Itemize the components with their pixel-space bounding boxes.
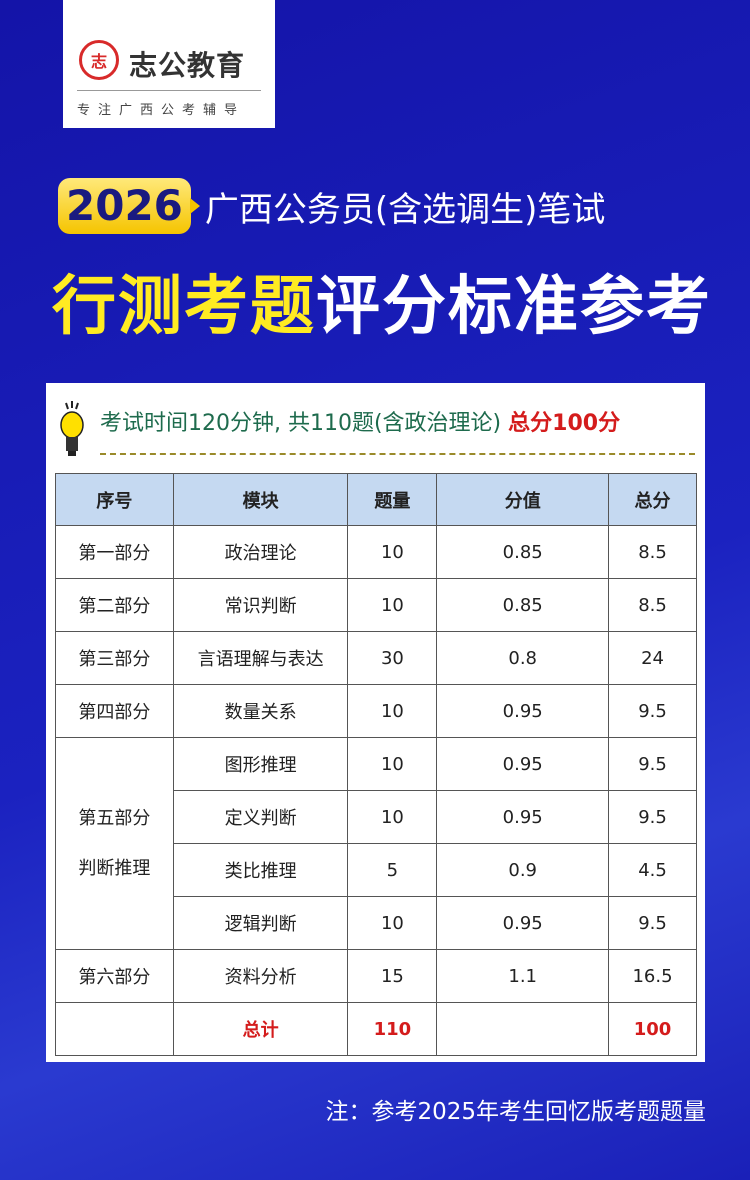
cell-value: 0.95 — [436, 790, 610, 844]
table-row: 第一部分 政治理论 10 0.85 8.5 — [55, 525, 697, 579]
cell-total: 9.5 — [608, 684, 697, 738]
title-white: 评分标准参考 — [316, 269, 712, 344]
total-label: 总计 — [172, 1002, 349, 1056]
cell-value: 0.85 — [436, 525, 610, 579]
cell-count: 5 — [347, 843, 438, 897]
cell-count: 10 — [347, 896, 438, 950]
cell-total: 9.5 — [608, 790, 697, 844]
cell-section: 第一部分 — [55, 525, 174, 579]
cell-total: 4.5 — [608, 843, 697, 897]
brand-name: 志公教育 — [129, 49, 246, 82]
cell-count: 10 — [347, 684, 438, 738]
cell-empty — [55, 1002, 174, 1056]
exam-info-text: 考试时间120分钟, 共110题(含政治理论) — [100, 411, 502, 436]
table-row: 类比推理 5 0.9 4.5 — [56, 843, 697, 897]
logo: 志 志公教育 专注广西公考辅导 — [63, 0, 275, 128]
cell-module: 逻辑判断 — [172, 896, 349, 950]
cell-module: 资料分析 — [172, 949, 349, 1003]
header-cell: 总分 — [608, 473, 697, 526]
lightbulb-icon — [60, 401, 84, 456]
cell-module: 常识判断 — [172, 578, 349, 632]
dashed-divider — [100, 453, 695, 455]
total-score-highlight: 总分100分 — [508, 411, 621, 436]
slogan: 专注广西公考辅导 — [77, 103, 246, 118]
cell-value: 1.1 — [436, 949, 610, 1003]
title-yellow: 行测考题 — [52, 269, 316, 344]
cell-total: 9.5 — [608, 737, 697, 791]
cell-section: 第五部分 判断推理 — [55, 737, 174, 950]
score-card: 考试时间120分钟, 共110题(含政治理论) 总分100分 序号 模块 题量 … — [46, 383, 705, 1062]
header-cell: 模块 — [172, 473, 349, 526]
header-cell: 序号 — [55, 473, 174, 526]
cell-section: 第三部分 — [55, 631, 174, 685]
exam-info: 考试时间120分钟, 共110题(含政治理论) 总分100分 — [100, 405, 620, 437]
cell-total: 9.5 — [608, 896, 697, 950]
logo-seal-icon: 志 — [79, 40, 119, 80]
cell-value: 0.9 — [436, 843, 610, 897]
footnote: 注：参考2025年考生回忆版考题题量 — [325, 1099, 706, 1125]
header-cell: 题量 — [347, 473, 438, 526]
cell-value: 0.95 — [436, 684, 610, 738]
cell-value: 0.95 — [436, 737, 610, 791]
year-badge: 2026 — [58, 178, 200, 234]
subtitle: 广西公务员(含选调生)笔试 — [204, 189, 606, 230]
cell-section: 第二部分 — [55, 578, 174, 632]
section-label: 第五部分 — [78, 807, 151, 829]
header-cell: 分值 — [436, 473, 610, 526]
total-row: 总计 110 100 — [55, 1002, 697, 1056]
cell-value: 0.8 — [436, 631, 610, 685]
divider — [77, 90, 261, 91]
score-table: 序号 模块 题量 分值 总分 第一部分 政治理论 10 0.85 8.5 第二部分 常识判… — [55, 473, 697, 1056]
table-row: 第三部分 言语理解与表达 30 0.8 24 — [55, 631, 697, 685]
total-count: 110 — [347, 1002, 438, 1056]
table-row: 第五部分 判断推理 图形推理 10 0.95 9.5 — [55, 737, 697, 950]
cell-total: 24 — [608, 631, 697, 685]
cell-module: 类比推理 — [172, 843, 349, 897]
page-title: 行测考题评分标准参考 — [52, 255, 712, 347]
cell-total: 16.5 — [608, 949, 697, 1003]
cell-section: 第四部分 — [55, 684, 174, 738]
cell-count: 10 — [347, 525, 438, 579]
cell-module: 图形推理 — [172, 737, 349, 791]
title-line-1: 2026 广西公务员(含选调生)笔试 — [58, 178, 605, 234]
cell-module: 政治理论 — [172, 525, 349, 579]
cell-module: 定义判断 — [172, 790, 349, 844]
table-header: 序号 模块 题量 分值 总分 — [55, 473, 697, 526]
table-row: 逻辑判断 10 0.95 9.5 — [56, 896, 697, 950]
cell-count: 30 — [347, 631, 438, 685]
table-row: 第四部分 数量关系 10 0.95 9.5 — [55, 684, 697, 738]
cell-empty — [436, 1002, 610, 1056]
cell-count: 15 — [347, 949, 438, 1003]
cell-count: 10 — [347, 737, 438, 791]
cell-value: 0.95 — [436, 896, 610, 950]
cell-total: 8.5 — [608, 525, 697, 579]
total-score: 100 — [608, 1002, 697, 1056]
cell-module: 数量关系 — [172, 684, 349, 738]
table-row: 第二部分 常识判断 10 0.85 8.5 — [55, 578, 697, 632]
cell-section: 第六部分 — [55, 949, 174, 1003]
section-label: 判断推理 — [78, 857, 151, 879]
cell-total: 8.5 — [608, 578, 697, 632]
cell-count: 10 — [347, 790, 438, 844]
cell-module: 言语理解与表达 — [172, 631, 349, 685]
table-row: 第六部分 资料分析 15 1.1 16.5 — [55, 949, 697, 1003]
cell-value: 0.85 — [436, 578, 610, 632]
cell-count: 10 — [347, 578, 438, 632]
